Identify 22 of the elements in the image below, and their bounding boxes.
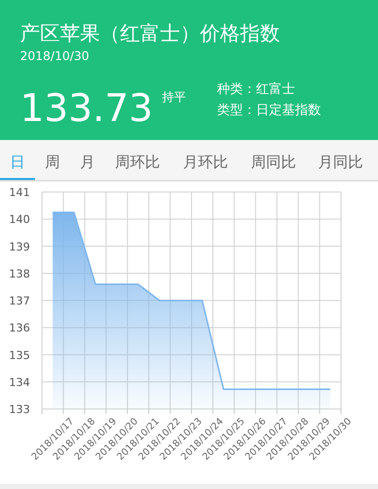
y-tick-label: 133 — [9, 403, 30, 416]
text: 月同比 — [318, 153, 363, 171]
text: 月环比 — [183, 153, 228, 171]
y-tick-label: 136 — [9, 322, 30, 335]
y-tick-label: 137 — [9, 294, 30, 308]
chart-title: 产区苹果（红富士）价格指数 — [20, 21, 280, 45]
y-tick-label: 140 — [9, 213, 30, 226]
text: 周环比 — [115, 153, 160, 171]
y-tick-label: 134 — [9, 376, 30, 389]
chart-subtitle: 2018/10/30 — [20, 49, 90, 63]
y-tick-label: 135 — [9, 348, 30, 362]
text: 类型：日定基指数 — [217, 103, 321, 118]
text: 月 — [80, 153, 95, 171]
y-tick-label: 139 — [9, 240, 30, 254]
text: 持平 — [162, 90, 186, 104]
y-tick-label: 138 — [9, 267, 30, 280]
text: 133.73 — [20, 86, 153, 130]
text: 周同比 — [251, 153, 296, 171]
text: 周 — [45, 153, 60, 171]
text: 种类：红富士 — [217, 81, 295, 97]
y-tick-label: 141 — [9, 186, 30, 199]
text: 日 — [10, 153, 25, 171]
